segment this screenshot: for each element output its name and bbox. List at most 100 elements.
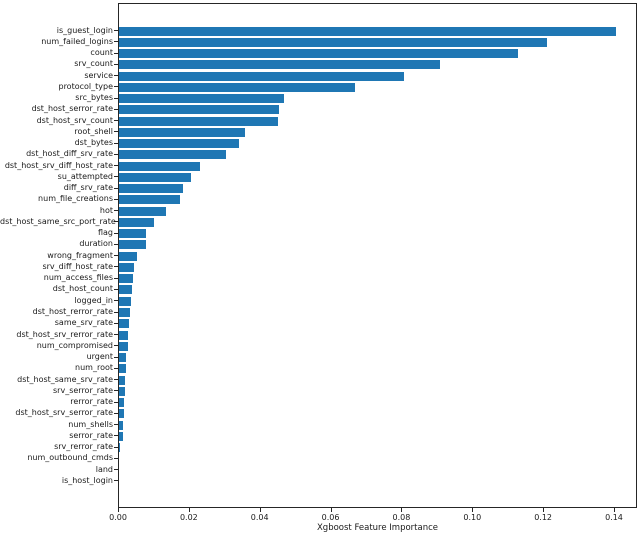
- bar: [119, 319, 129, 329]
- bar: [119, 353, 127, 363]
- y-tick-mark: [114, 52, 118, 54]
- bar: [119, 195, 180, 205]
- bar: [119, 60, 441, 70]
- bar: [119, 82, 355, 92]
- y-tick-mark: [114, 288, 118, 290]
- y-tick-label: flag: [97, 228, 113, 238]
- x-tick-mark: [188, 508, 190, 512]
- y-tick-label: is_guest_login: [56, 25, 113, 35]
- y-tick-label: srv_rerror_rate: [54, 442, 113, 452]
- bar: [119, 49, 518, 59]
- x-axis-title: Xgboost Feature Importance: [316, 523, 438, 533]
- y-tick-label: dst_host_same_srv_rate: [17, 374, 113, 384]
- bar: [119, 217, 154, 227]
- bar: [119, 375, 126, 385]
- plot-area: [118, 3, 637, 508]
- x-tick-label: 0.14: [605, 513, 623, 522]
- bar: [119, 398, 125, 408]
- y-tick-label: num_shells: [68, 419, 113, 429]
- y-tick-mark: [114, 435, 118, 437]
- x-tick-mark: [613, 508, 615, 512]
- bar: [119, 285, 132, 295]
- bar: [119, 127, 245, 137]
- x-tick-mark: [472, 508, 474, 512]
- y-tick-label: num_failed_logins: [41, 36, 113, 46]
- y-tick-mark: [114, 142, 118, 144]
- y-tick-label: wrong_fragment: [47, 250, 113, 260]
- bar: [119, 251, 137, 261]
- y-tick-label: dst_host_serror_rate: [31, 104, 113, 114]
- bar: [119, 386, 125, 396]
- bar: [119, 172, 191, 182]
- y-tick-label: diff_srv_rate: [63, 183, 113, 193]
- y-tick-label: dst_host_srv_rerror_rate: [16, 329, 113, 339]
- y-tick-label: dst_host_srv_serror_rate: [15, 408, 113, 418]
- y-tick-mark: [114, 401, 118, 403]
- x-tick-mark: [330, 508, 332, 512]
- y-tick-label: service: [84, 70, 113, 80]
- y-tick-mark: [114, 277, 118, 279]
- y-tick-label: count: [90, 48, 113, 58]
- x-tick-label: 0.06: [321, 513, 340, 522]
- y-tick-label: su_attempted: [57, 171, 113, 181]
- y-tick-mark: [114, 176, 118, 178]
- y-tick-label: dst_host_same_src_port_rate: [0, 216, 116, 226]
- y-tick-mark: [114, 131, 118, 133]
- bar: [119, 116, 279, 126]
- bar: [119, 364, 126, 374]
- x-tick-label: 0.08: [392, 513, 411, 522]
- y-tick-mark: [114, 97, 118, 99]
- y-tick-label: num_compromised: [36, 340, 113, 350]
- y-tick-label: logged_in: [74, 295, 113, 305]
- y-tick-mark: [114, 266, 118, 268]
- x-tick-mark: [543, 508, 545, 512]
- x-tick-label: 0.02: [179, 513, 198, 522]
- y-tick-label: srv_count: [74, 59, 113, 69]
- y-tick-label: is_host_login: [61, 475, 113, 485]
- x-tick-label: 0.12: [534, 513, 553, 522]
- y-tick-label: num_file_creations: [38, 194, 113, 204]
- y-tick-label: serror_rate: [69, 430, 113, 440]
- bar: [119, 71, 405, 81]
- y-tick-mark: [114, 41, 118, 43]
- y-tick-mark: [114, 311, 118, 313]
- bar: [119, 443, 121, 453]
- bar: [119, 409, 124, 419]
- y-tick-mark: [114, 412, 118, 414]
- y-tick-label: srv_diff_host_rate: [42, 261, 113, 271]
- bar: [119, 94, 284, 104]
- bar: [119, 37, 547, 47]
- y-tick-label: dst_host_srv_diff_host_rate: [4, 160, 113, 170]
- y-tick-label: dst_bytes: [74, 138, 113, 148]
- y-tick-mark: [114, 367, 118, 369]
- y-tick-label: urgent: [86, 352, 113, 362]
- y-tick-mark: [114, 108, 118, 110]
- bar: [119, 431, 123, 441]
- y-tick-mark: [114, 457, 118, 459]
- y-tick-mark: [114, 75, 118, 77]
- y-tick-mark: [114, 469, 118, 471]
- y-tick-label: duration: [79, 239, 113, 249]
- bar: [119, 274, 134, 284]
- y-tick-mark: [114, 424, 118, 426]
- bar: [119, 262, 135, 272]
- y-tick-label: dst_host_rerror_rate: [32, 307, 113, 316]
- y-tick-label: land: [95, 464, 113, 474]
- y-tick-mark: [114, 221, 118, 223]
- x-tick-label: 0.00: [109, 513, 127, 522]
- bar: [119, 26, 617, 36]
- y-tick-mark: [114, 198, 118, 200]
- y-tick-mark: [114, 187, 118, 189]
- y-tick-mark: [114, 322, 118, 324]
- x-tick-mark: [259, 508, 261, 512]
- y-tick-label: num_access_files: [43, 273, 113, 283]
- bar: [119, 308, 130, 317]
- bar: [119, 341, 128, 351]
- y-tick-label: dst_host_srv_count: [36, 115, 113, 125]
- y-tick-mark: [114, 300, 118, 302]
- y-tick-label: src_bytes: [75, 93, 113, 103]
- y-tick-label: root_shell: [74, 126, 113, 136]
- y-tick-label: num_outbound_cmds: [27, 453, 113, 463]
- bar: [119, 240, 146, 250]
